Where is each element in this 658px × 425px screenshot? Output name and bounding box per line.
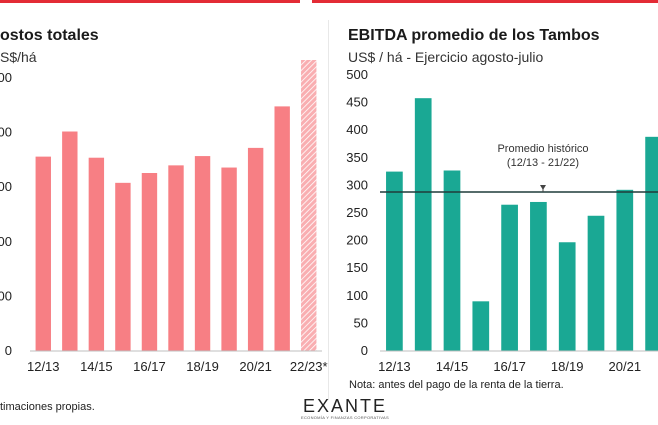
x-tick-label: 22/23*: [290, 359, 328, 374]
panel-divider: [328, 20, 329, 400]
bar: [414, 98, 432, 352]
bar-estimated: [301, 60, 317, 352]
y-tick-label: 00: [0, 179, 12, 194]
y-tick-label: 100: [346, 288, 368, 303]
bar: [141, 173, 158, 351]
bar: [194, 156, 211, 351]
x-tick-label: 18/19: [551, 359, 584, 374]
ebitda-bar-chart: 0 50 100 150 200 250 300 350 400 450 500 12/13 14/15…: [346, 67, 658, 374]
logo-tagline: ECONOMÍA Y FINANZAS CORPORATIVAS: [301, 415, 389, 420]
y-tick-label: 450: [346, 95, 368, 110]
x-tick-label: 14/15: [80, 359, 113, 374]
y-tick-label: 300: [346, 177, 368, 192]
right-chart-subtitle: US$ / há - Ejercicio agosto-julio: [348, 49, 544, 65]
reference-label-period: (12/13 - 21/22): [507, 157, 579, 169]
y-tick-label: 500: [346, 67, 368, 82]
bar: [558, 242, 576, 351]
x-tick-label: 16/17: [133, 359, 166, 374]
y-tick-label: 0: [361, 343, 368, 358]
source-note: timaciones propias.: [0, 401, 95, 413]
logo-text: EXANTE: [302, 396, 388, 416]
y-tick-label: 00: [0, 70, 12, 85]
y-tick-label: 00: [0, 234, 12, 249]
bar: [115, 182, 131, 351]
x-tick-label: 16/17: [493, 359, 526, 374]
y-tick-label: 150: [346, 260, 368, 275]
footnote: Nota: antes del pago de la renta de la t…: [349, 379, 564, 391]
exante-logo: EXANTE ECONOMÍA Y FINANZAS CORPORATIVAS: [300, 396, 390, 420]
y-tick-label: 250: [346, 205, 368, 220]
left-chart-subtitle: S$/há: [0, 49, 37, 65]
bar: [88, 157, 105, 351]
logo-wordmark: EXANTE: [300, 396, 390, 417]
top-accent-bar-right: [312, 0, 658, 3]
bar: [443, 170, 461, 351]
x-tick-label: 12/13: [27, 359, 60, 374]
right-chart-title: EBITDA promedio de los Tambos: [348, 27, 600, 44]
bar: [168, 165, 184, 351]
bar: [530, 201, 547, 351]
y-tick-label: 00: [0, 125, 12, 140]
bar: [645, 136, 658, 351]
x-tick-label: 14/15: [436, 359, 469, 374]
bar: [62, 131, 78, 351]
y-tick-label: 00: [0, 288, 12, 303]
bar: [501, 204, 518, 351]
y-tick-label: 50: [354, 315, 368, 330]
x-tick-label: 20/21: [609, 359, 642, 374]
x-tick-label: 18/19: [186, 359, 219, 374]
left-chart-title: ostos totales: [0, 27, 99, 44]
y-tick-label: 0: [5, 343, 12, 358]
bar: [386, 171, 403, 351]
bar: [35, 156, 51, 351]
x-tick-label: 12/13: [378, 359, 411, 374]
reference-arrow-head: [540, 185, 546, 191]
y-tick-label: 400: [346, 122, 368, 137]
bar: [274, 106, 290, 351]
y-tick-label: 350: [346, 150, 368, 165]
bar: [247, 147, 264, 351]
top-accent-bar-left: [0, 0, 300, 3]
reference-label: Promedio histórico: [497, 143, 588, 155]
bar: [587, 215, 605, 351]
bar: [221, 167, 237, 351]
bar: [616, 189, 634, 351]
y-tick-label: 200: [346, 233, 368, 248]
x-tick-label: 20/21: [239, 359, 272, 374]
bar: [472, 301, 490, 351]
